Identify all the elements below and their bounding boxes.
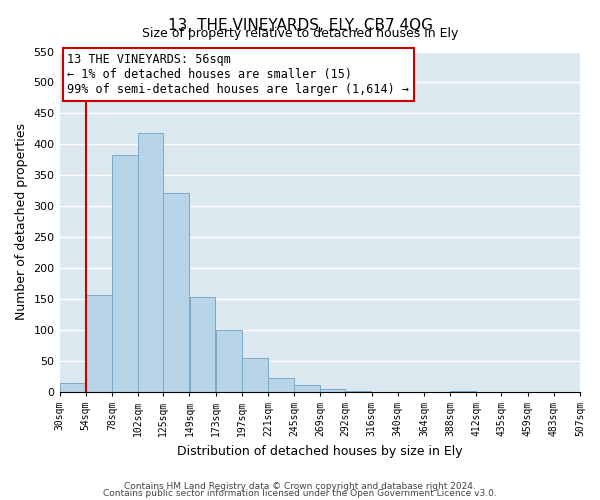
Y-axis label: Number of detached properties: Number of detached properties bbox=[15, 123, 28, 320]
Text: Contains HM Land Registry data © Crown copyright and database right 2024.: Contains HM Land Registry data © Crown c… bbox=[124, 482, 476, 491]
Bar bbox=[216, 330, 242, 392]
Text: Contains public sector information licensed under the Open Government Licence v3: Contains public sector information licen… bbox=[103, 489, 497, 498]
Bar bbox=[268, 378, 294, 392]
Bar bbox=[59, 382, 86, 392]
Text: 13, THE VINEYARDS, ELY, CB7 4QG: 13, THE VINEYARDS, ELY, CB7 4QG bbox=[167, 18, 433, 32]
Bar bbox=[294, 385, 320, 392]
Text: Size of property relative to detached houses in Ely: Size of property relative to detached ho… bbox=[142, 28, 458, 40]
Bar bbox=[190, 297, 215, 392]
Bar bbox=[320, 390, 345, 392]
Bar bbox=[450, 390, 476, 392]
Bar bbox=[112, 155, 138, 392]
Bar bbox=[163, 192, 189, 392]
Text: 13 THE VINEYARDS: 56sqm
← 1% of detached houses are smaller (15)
99% of semi-det: 13 THE VINEYARDS: 56sqm ← 1% of detached… bbox=[67, 53, 409, 96]
Bar bbox=[138, 133, 163, 392]
Bar bbox=[346, 390, 371, 392]
X-axis label: Distribution of detached houses by size in Ely: Distribution of detached houses by size … bbox=[177, 444, 463, 458]
Bar bbox=[242, 358, 268, 392]
Bar bbox=[86, 294, 112, 392]
